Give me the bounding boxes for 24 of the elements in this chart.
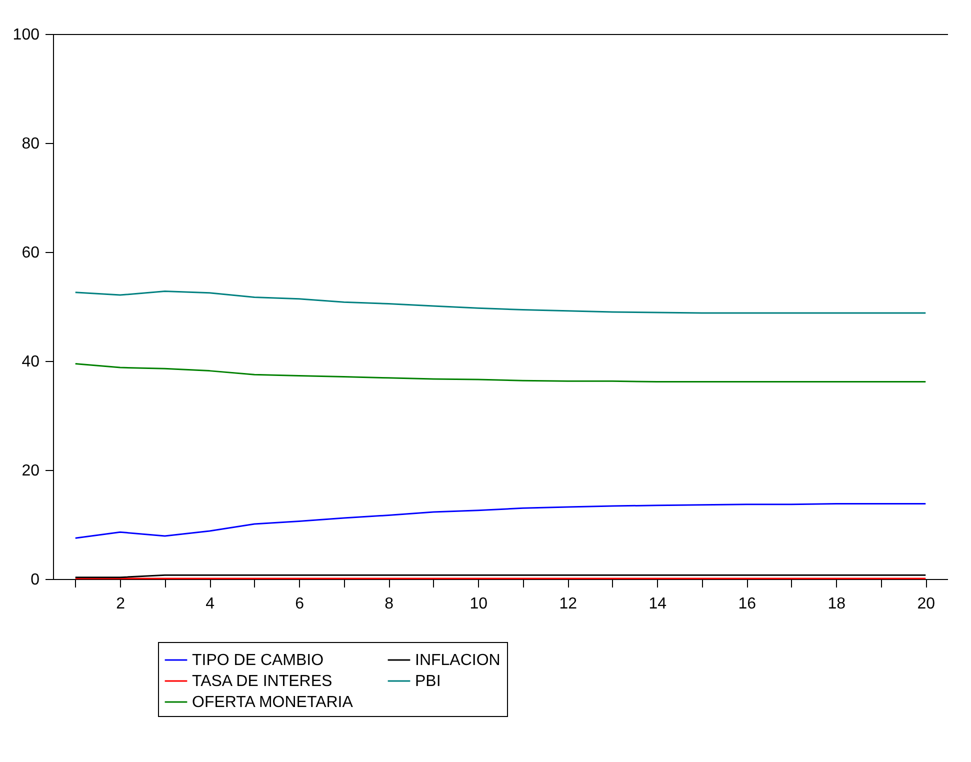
x-tick-label: 16	[738, 596, 756, 612]
x-tick-label: 2	[116, 596, 126, 612]
legend-label: PBI	[415, 673, 441, 690]
x-tick-label: 12	[559, 596, 578, 612]
legend-label: INFLACION	[415, 652, 500, 669]
legend-label: TIPO DE CAMBIO	[192, 652, 324, 669]
x-tick-label: 14	[648, 596, 667, 612]
x-tick-label: 8	[384, 596, 394, 612]
x-tick-label: 6	[295, 596, 304, 612]
y-tick-label: 0	[30, 572, 40, 588]
y-tick-label: 60	[22, 244, 40, 262]
x-tick-label: 10	[470, 596, 488, 612]
y-tick-label: 40	[22, 354, 40, 370]
line-series	[74, 503, 926, 539]
legend-label: OFERTA MONETARIA	[192, 694, 354, 711]
y-tick-label: 20	[22, 462, 40, 480]
x-tick-label: 4	[206, 596, 215, 612]
line-series	[74, 290, 926, 314]
y-tick-label: 100	[12, 26, 40, 44]
line-series	[74, 362, 926, 382]
x-tick-label: 20	[917, 596, 936, 612]
x-tick-label: 18	[828, 596, 846, 612]
y-tick-label: 80	[22, 136, 40, 152]
legend-label: TASA DE INTERES	[192, 673, 332, 690]
